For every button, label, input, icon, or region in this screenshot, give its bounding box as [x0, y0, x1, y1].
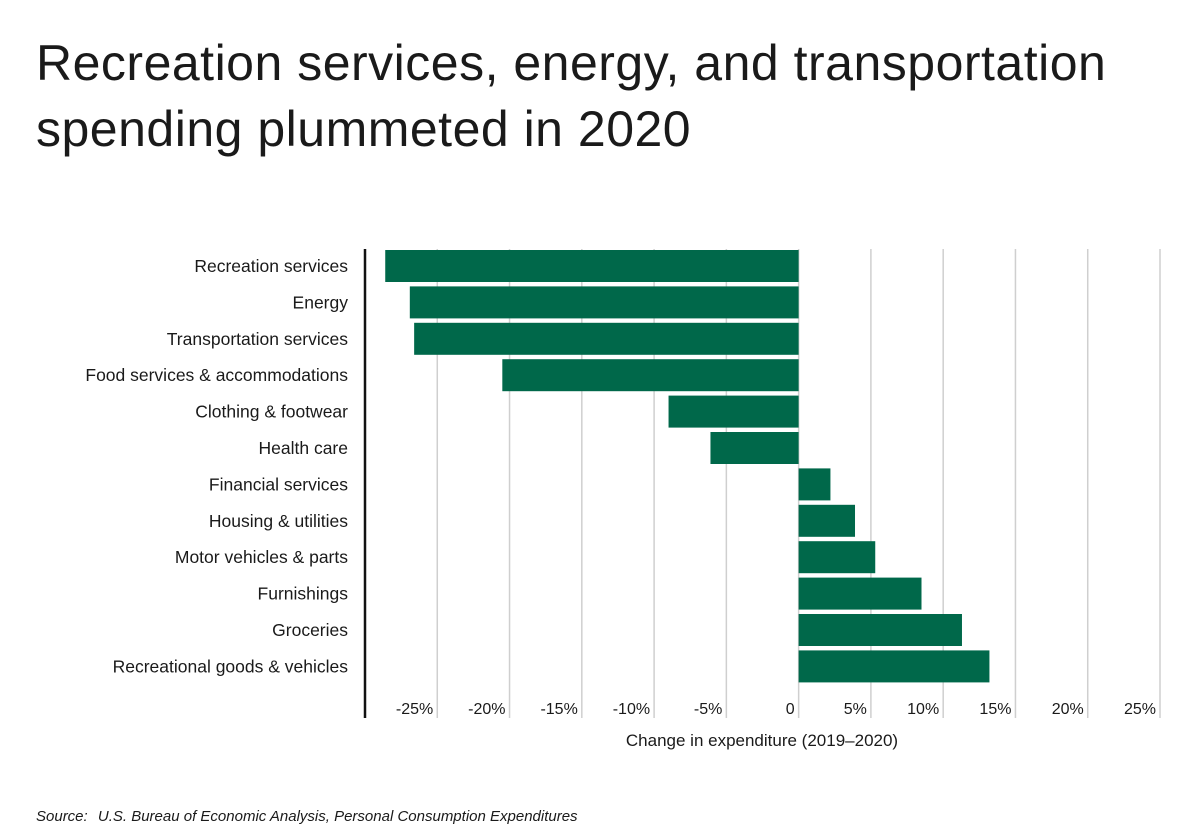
bar: [798, 504, 856, 537]
chart-title: Recreation services, energy, and transpo…: [36, 35, 1107, 157]
source-label: Source:: [36, 808, 88, 825]
category-label: Transportation services: [167, 329, 348, 349]
x-tick-label: 25%: [1124, 701, 1156, 718]
x-tick-label: -10%: [613, 701, 650, 718]
x-tick-label: -15%: [540, 701, 577, 718]
bar: [710, 432, 799, 464]
bar: [798, 614, 962, 646]
category-label: Financial services: [209, 474, 348, 494]
bar: [798, 577, 922, 610]
x-tick-label: 0: [786, 701, 795, 718]
category-labels: Recreation services Energy Transportation …: [85, 256, 348, 676]
source-note: Source: U.S. Bureau of Economic Analysis…: [36, 808, 578, 825]
bar: [502, 359, 799, 392]
bar: [385, 250, 799, 282]
bar-chart: Recreation services Energy Transportation …: [85, 249, 1161, 750]
category-label: Recreation services: [194, 256, 348, 276]
x-tick-label: -20%: [468, 701, 505, 718]
category-label: Energy: [293, 292, 349, 312]
category-label: Furnishings: [258, 584, 349, 604]
category-label: Health care: [259, 438, 349, 458]
x-tick-label: 15%: [979, 701, 1011, 718]
bar: [798, 468, 831, 501]
category-label: Recreational goods & vehicles: [113, 656, 349, 676]
x-tick-label: -5%: [694, 701, 722, 718]
bar: [414, 322, 799, 355]
category-label: Groceries: [272, 620, 348, 640]
bar: [798, 541, 876, 574]
bar: [668, 395, 799, 428]
x-tick-labels: -25% -20% -15% -10% -5% 0 5% 10% 15% 20% 25%: [396, 701, 1156, 718]
x-axis-title: Change in expenditure (2019–2020): [626, 731, 898, 750]
bars: [385, 250, 990, 683]
bar: [798, 650, 990, 683]
x-tick-label: 5%: [844, 701, 867, 718]
category-label: Food services & accommodations: [85, 365, 348, 385]
x-tick-label: 20%: [1052, 701, 1084, 718]
x-tick-label: -25%: [396, 701, 433, 718]
bar: [409, 286, 799, 319]
category-label: Motor vehicles & parts: [175, 547, 348, 567]
x-tick-label: 10%: [907, 701, 939, 718]
category-label: Clothing & footwear: [195, 402, 348, 422]
category-label: Housing & utilities: [209, 511, 348, 531]
source-text: U.S. Bureau of Economic Analysis, Person…: [97, 808, 578, 825]
